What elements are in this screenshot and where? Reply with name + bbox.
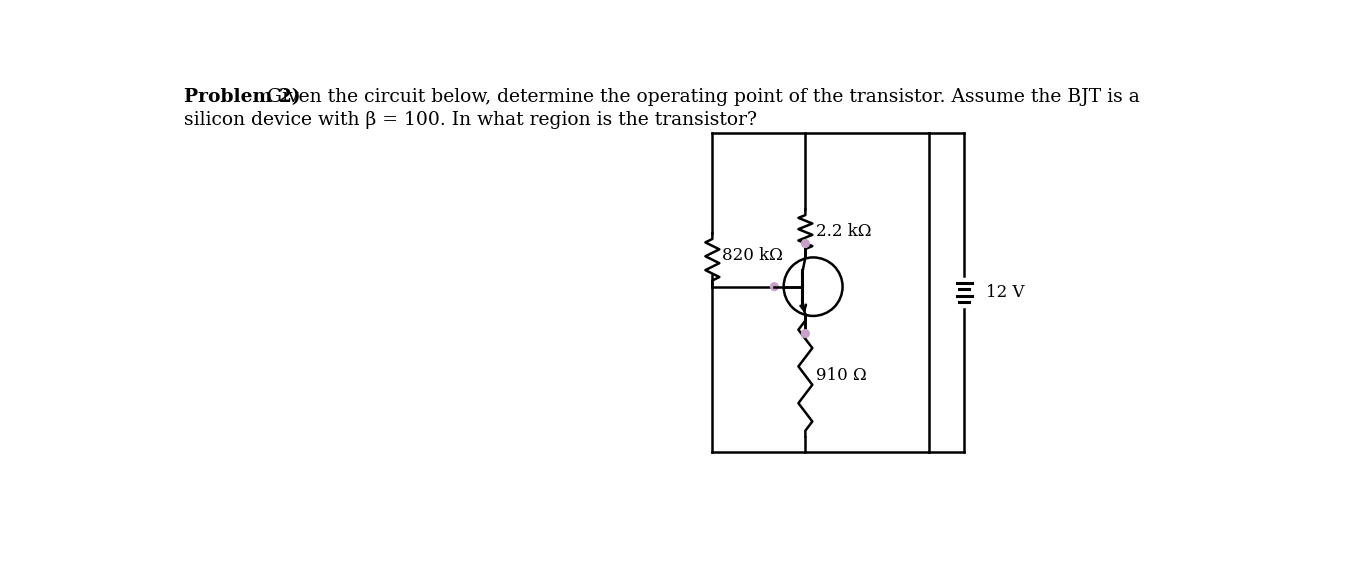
Text: 910 Ω: 910 Ω <box>817 367 867 384</box>
Text: silicon device with β = 100. In what region is the transistor?: silicon device with β = 100. In what reg… <box>183 111 757 129</box>
Text: 820 kΩ: 820 kΩ <box>722 248 783 264</box>
Text: 12 V: 12 V <box>985 284 1025 301</box>
Circle shape <box>802 240 809 248</box>
Text: Problem 2): Problem 2) <box>183 88 300 106</box>
Text: 2.2 kΩ: 2.2 kΩ <box>817 223 871 241</box>
Circle shape <box>771 283 779 291</box>
Text: Given the circuit below, determine the operating point of the transistor. Assume: Given the circuit below, determine the o… <box>261 88 1139 106</box>
Circle shape <box>802 330 809 337</box>
